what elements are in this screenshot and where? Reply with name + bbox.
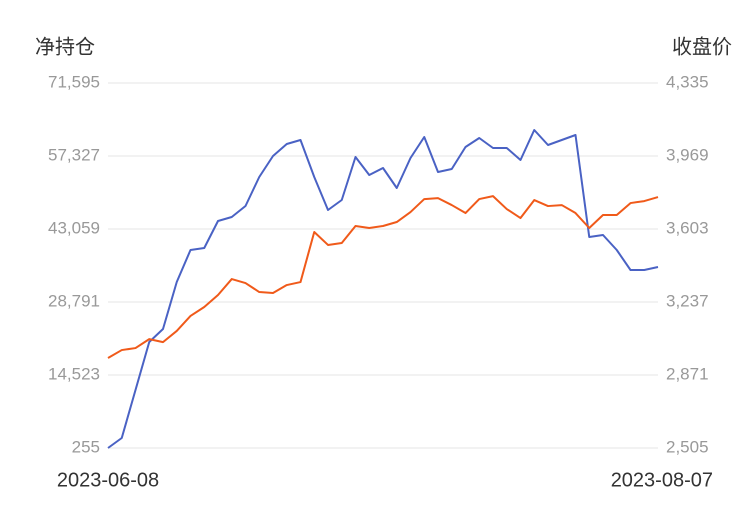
x-tick-label: 2023-06-08: [57, 469, 159, 491]
y2-axis-title: 收盘价: [672, 35, 732, 58]
y-tick-label: 71,595: [48, 72, 100, 91]
y2-tick-label: 2,505: [666, 437, 709, 456]
y-tick-label: 255: [72, 437, 100, 456]
y2-tick-label: 2,871: [666, 364, 709, 383]
y2-tick-label: 3,969: [666, 145, 709, 164]
x-tick-label: 2023-08-07: [611, 469, 713, 491]
series-line: [107, 129, 659, 449]
y-tick-label: 43,059: [48, 218, 100, 237]
y-tick-label: 14,523: [48, 364, 100, 383]
y2-tick-label: 3,603: [666, 218, 709, 237]
series-line: [107, 195, 659, 359]
y-axis-title: 净持仓: [35, 35, 95, 58]
y-tick-label: 57,327: [48, 145, 100, 164]
y-tick-label: 28,791: [48, 291, 100, 310]
y2-tick-label: 3,237: [666, 291, 709, 310]
y2-tick-label: 4,335: [666, 72, 709, 91]
